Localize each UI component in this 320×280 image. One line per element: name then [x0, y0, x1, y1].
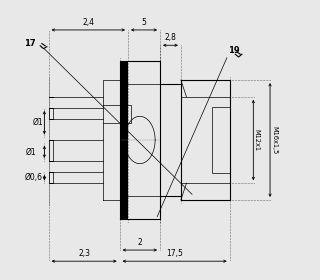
- Text: Ø1: Ø1: [32, 118, 43, 127]
- Text: 2,4: 2,4: [82, 18, 94, 27]
- Text: M16x1,5: M16x1,5: [271, 126, 277, 154]
- Text: M12x1: M12x1: [254, 129, 260, 151]
- Text: Ø1: Ø1: [25, 147, 36, 156]
- Text: 2: 2: [137, 238, 142, 247]
- Text: 17,5: 17,5: [166, 249, 183, 258]
- Text: 2,3: 2,3: [78, 249, 90, 258]
- Bar: [120, 60, 128, 220]
- Text: 19: 19: [228, 46, 240, 55]
- Text: 2,8: 2,8: [164, 33, 176, 42]
- Text: 17: 17: [24, 39, 36, 48]
- Text: Ø0,6: Ø0,6: [25, 173, 43, 182]
- Text: 5: 5: [141, 18, 147, 27]
